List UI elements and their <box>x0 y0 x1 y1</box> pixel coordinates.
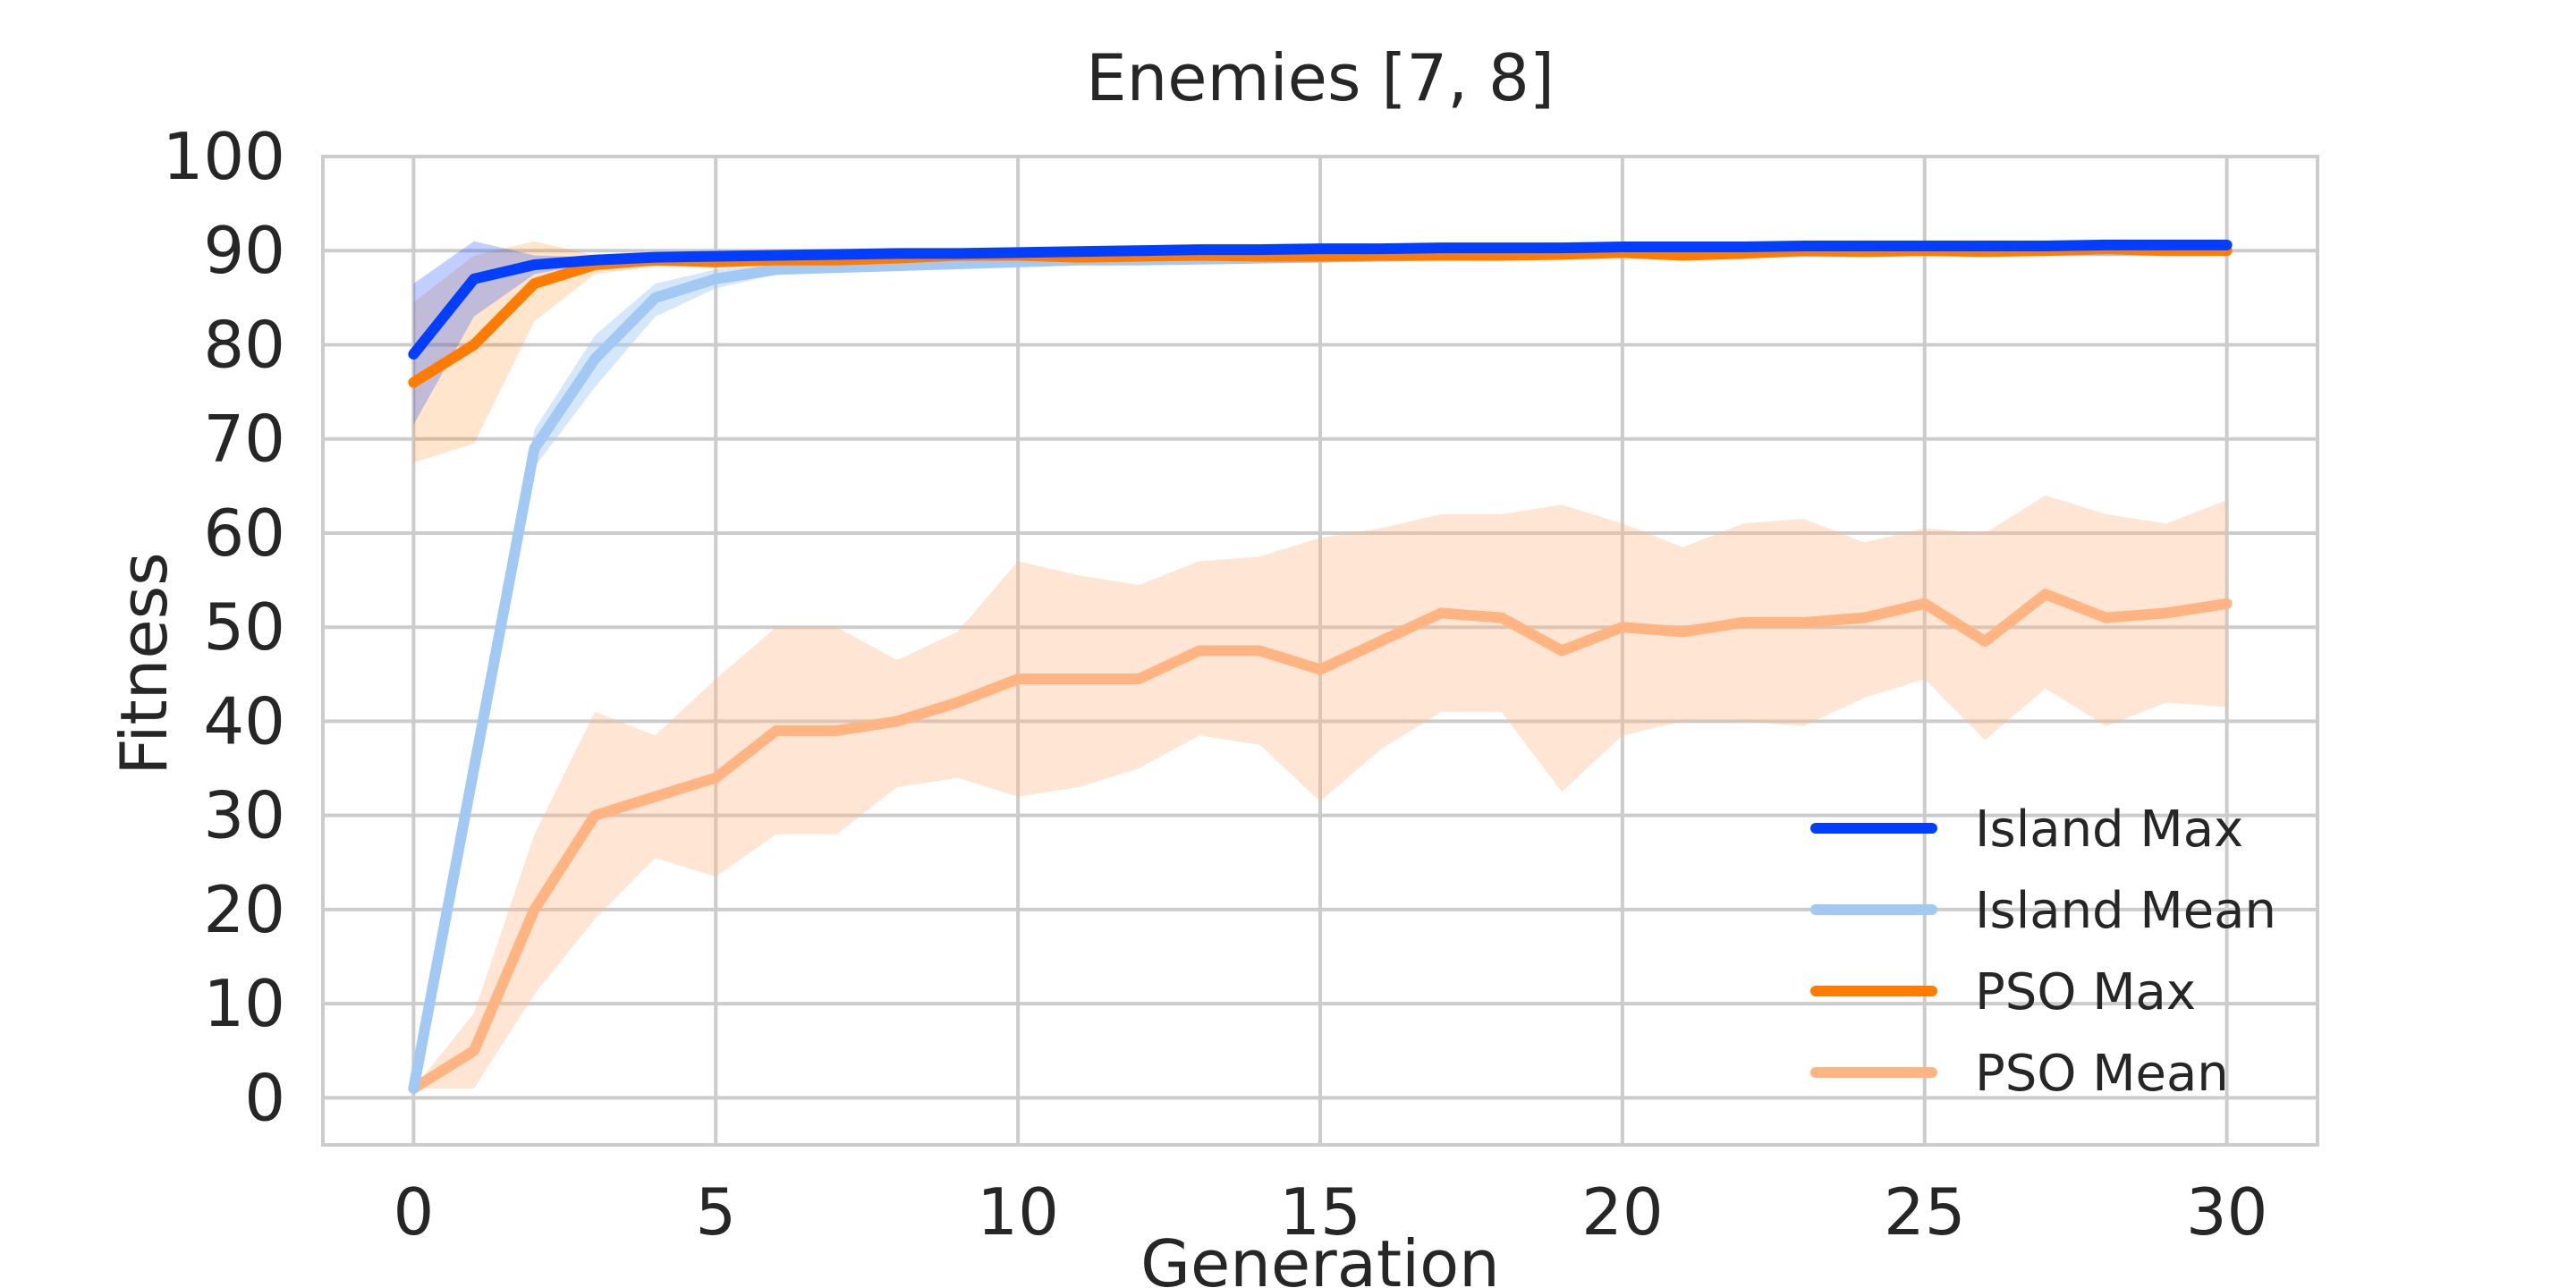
x-tick-label: 0 <box>393 1174 434 1250</box>
tick-labels: 0 5 10 15 20 25 30 0 10 20 30 40 50 60 70 80 90 100 <box>163 119 2268 1250</box>
island-max-line <box>408 239 2233 360</box>
x-tick-label: 30 <box>2186 1174 2268 1250</box>
y-tick-label: 80 <box>203 307 285 382</box>
x-tick-label: 15 <box>1279 1174 1361 1250</box>
y-tick-label: 100 <box>163 119 285 194</box>
x-tick-label: 25 <box>1884 1174 1966 1250</box>
y-tick-label: 30 <box>203 778 285 853</box>
pso-mean-band <box>413 495 2227 1089</box>
chart-title: Enemies [7, 8] <box>1086 40 1555 115</box>
y-tick-label: 10 <box>203 966 285 1041</box>
y-tick-label: 70 <box>203 402 285 477</box>
y-tick-label: 40 <box>203 683 285 758</box>
y-tick-label: 20 <box>203 872 285 947</box>
y-tick-label: 90 <box>203 213 285 288</box>
y-tick-label: 60 <box>203 496 285 571</box>
y-tick-label: 0 <box>244 1060 285 1135</box>
legend-label-pso-mean: PSO Mean <box>1975 1045 2229 1103</box>
pso-mean-line <box>408 589 2233 1094</box>
x-axis-label: Generation <box>1140 1226 1500 1288</box>
plot-frame <box>321 155 2319 1147</box>
legend-label-pso-max: PSO Max <box>1975 963 2196 1021</box>
legend-label-island-mean: Island Mean <box>1975 882 2276 940</box>
legend-label-island-max: Island Max <box>1975 801 2243 859</box>
x-tick-label: 10 <box>977 1174 1059 1250</box>
x-tick-label: 20 <box>1581 1174 1664 1250</box>
legend: Island Max Island Mean PSO Max PSO Mean <box>1810 801 2276 1103</box>
plot-frame-rect <box>321 155 2319 1147</box>
series-lines <box>408 239 2233 1094</box>
y-tick-label: 50 <box>203 589 285 665</box>
x-tick-label: 5 <box>695 1174 736 1250</box>
y-axis-label: Fitness <box>106 552 182 775</box>
